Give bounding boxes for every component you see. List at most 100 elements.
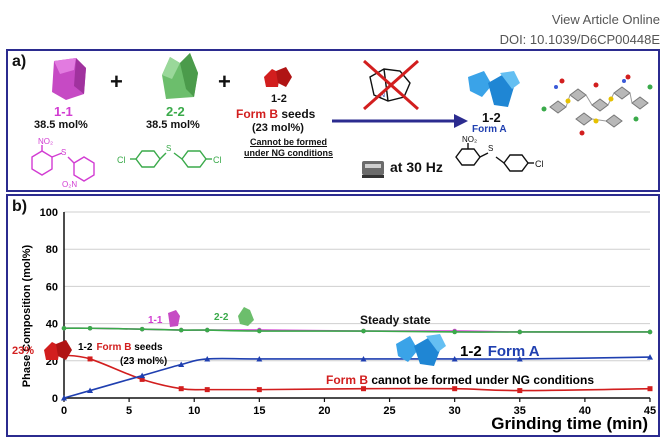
point-s22 <box>257 328 262 334</box>
point-sB <box>178 386 184 392</box>
view-article-online-link[interactable]: View Article Online <box>551 12 660 27</box>
sulfur-label-2: S <box>166 144 171 153</box>
panel-a-label: a) <box>12 53 27 70</box>
seed-icon <box>44 340 72 360</box>
point-sA <box>360 355 367 362</box>
point-sB <box>647 386 653 392</box>
x-tick-label: 25 <box>383 405 395 417</box>
comp-1-1-mol: 38.5 mol% <box>34 119 88 131</box>
crystal-1-1-icon <box>52 58 86 100</box>
x-tick-label: 30 <box>449 405 461 417</box>
product-form: Form A <box>472 124 507 135</box>
x-tick-label: 0 <box>61 405 67 417</box>
form-a-crystal-icon <box>468 71 520 107</box>
x-axis-label: Grinding time (min) <box>491 414 648 433</box>
point-sA <box>516 355 523 362</box>
chart-axes <box>63 212 651 402</box>
comp-2-2-mol: 38.5 mol% <box>146 119 200 131</box>
x-tick-label: 20 <box>318 405 330 417</box>
form-a-annotation-name: 1-2 <box>460 343 482 360</box>
y-tick-label: 0 <box>52 393 58 405</box>
point-sA <box>87 387 94 394</box>
point-s22 <box>204 327 210 333</box>
chart-gridlines <box>64 211 650 399</box>
point-sB <box>204 387 210 393</box>
seed-mol: (23 mol%) <box>252 122 304 134</box>
form-b-note: Form B cannot be formed under NG conditi… <box>326 373 594 387</box>
point-s22 <box>178 327 184 333</box>
comp-1-1-name: 1-1 <box>54 104 73 119</box>
legend-1-1-icon <box>168 310 180 327</box>
ball-mill-icon <box>362 161 384 178</box>
o2n-label: O₂N <box>62 180 77 189</box>
plus-sign-2: + <box>218 69 231 94</box>
seed-name: 1-2 <box>271 93 287 105</box>
form-a-annotation-form: Form A <box>488 343 540 360</box>
seed-suffix: seeds <box>278 107 316 121</box>
point-s22 <box>139 326 145 332</box>
no2-label-2: NO₂ <box>462 135 477 144</box>
point-sA <box>178 361 185 368</box>
point-sA <box>256 355 263 362</box>
legend-2-2: 2-2 <box>214 312 229 323</box>
seed-annotation-form: Form B <box>96 342 131 353</box>
chlorine-label-3: Cl <box>535 159 544 169</box>
y-axis-label: Phase Composition (mol%) <box>21 244 33 387</box>
pct-23-label: 23% <box>12 345 34 357</box>
x-tick-label: 5 <box>126 405 132 417</box>
reaction-arrow: N <box>332 59 468 128</box>
point-sA <box>204 355 211 362</box>
point-s22 <box>87 325 93 331</box>
seed-form-b: Form B <box>236 107 278 121</box>
x-tick-label: 40 <box>579 405 591 417</box>
crystal-2-2-icon <box>162 53 198 99</box>
seed-note-1: Cannot be formed <box>250 137 328 147</box>
x-tick-label: 35 <box>514 405 526 417</box>
steady-state-label: Steady state <box>360 313 431 327</box>
structure-1-1: NO₂ S O₂N <box>31 137 95 189</box>
chart-series <box>61 325 653 401</box>
seed-annotation-suffix: seeds <box>131 342 163 353</box>
form-a-annotation: 1-2 Form A <box>460 343 540 360</box>
x-tick-label: 45 <box>644 405 656 417</box>
point-sB <box>139 376 145 382</box>
legend-2-2-icon <box>238 307 254 326</box>
point-s22 <box>361 328 366 334</box>
point-sA <box>647 354 653 360</box>
seed-form-label: Form B seeds <box>236 107 315 121</box>
seed-note-2: under NG conditions <box>244 148 333 158</box>
x-tick-label: 10 <box>188 405 200 417</box>
panel-b-label: b) <box>12 198 28 215</box>
point-sB <box>256 387 262 393</box>
svg-text:N: N <box>380 92 385 99</box>
form-b-note-text: cannot be formed under NG conditions <box>368 373 594 387</box>
point-sA <box>451 355 458 362</box>
comp-2-2-name: 2-2 <box>166 104 185 119</box>
point-sB <box>452 386 458 392</box>
panel-a: a) 1-1 38.5 mol% NO₂ S O₂N + 2-2 38.5 mo… <box>6 49 660 192</box>
point-sA <box>139 372 146 379</box>
y-tick-label: 60 <box>46 281 58 293</box>
chlorine-right-label: Cl <box>213 155 222 165</box>
doi-link[interactable]: DOI: 10.1039/D6CP00448E <box>499 32 660 47</box>
seed-annotation-mol: (23 mol%) <box>120 356 167 367</box>
point-sB <box>87 356 93 362</box>
sulfur-label: S <box>61 148 66 157</box>
seed-annotation: 1-2 Form B seeds <box>78 342 163 353</box>
structure-1-2: NO₂ S Cl <box>455 135 544 172</box>
seed-annotation-name: 1-2 <box>78 342 93 353</box>
x-tick-label: 15 <box>253 405 265 417</box>
point-s22 <box>61 325 67 331</box>
chlorine-left-label: Cl <box>117 155 126 165</box>
plus-sign-1: + <box>110 69 123 94</box>
condition-label: at 30 Hz <box>390 159 443 175</box>
point-sB <box>361 386 367 392</box>
crystal-packing-illustration <box>541 74 653 136</box>
panel-b: b) 0 20 40 60 80 100 0 5 10 15 20 25 30 35 40 45 Grindi… <box>6 194 660 437</box>
y-tick-label: 100 <box>40 207 58 219</box>
y-tick-label: 40 <box>46 319 58 331</box>
point-sA <box>61 395 67 401</box>
point-s22 <box>647 329 653 335</box>
